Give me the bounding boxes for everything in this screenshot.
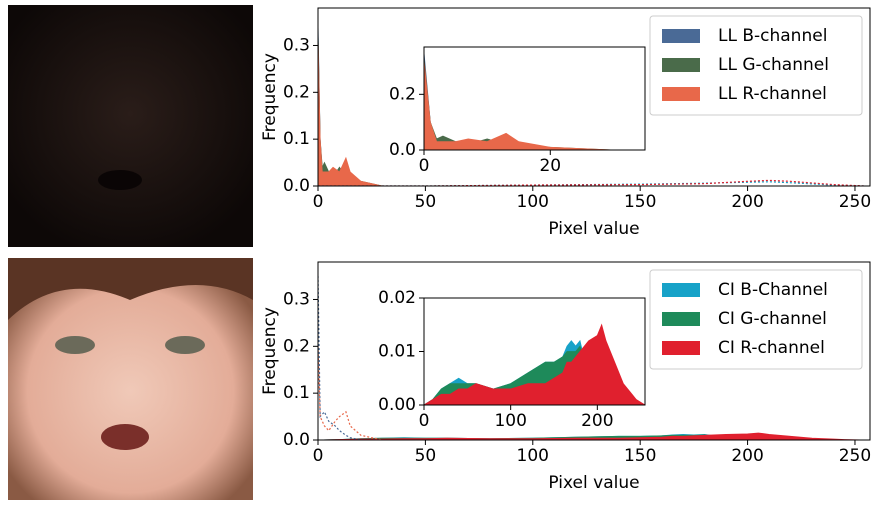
area: [424, 323, 645, 405]
x-tick-label: 250: [839, 192, 871, 212]
x-tick-label: 50: [415, 446, 437, 466]
x-tick-label: 0: [313, 192, 324, 212]
dotted-line: [318, 276, 383, 440]
legend-label: LL G-channel: [718, 55, 829, 75]
legend-swatch: [662, 341, 700, 355]
x-tick-label: 20: [539, 156, 561, 176]
x-tick-label: 50: [415, 192, 437, 212]
x-tick-label: 100: [517, 192, 549, 212]
y-tick-label: 0.3: [283, 289, 310, 309]
y-axis-label: Frequency: [260, 53, 280, 141]
legend-frame: [649, 15, 863, 116]
x-axis-label: Pixel value: [548, 219, 639, 239]
legend-swatch: [662, 29, 700, 43]
area: [318, 36, 866, 186]
legend-label: CI B-Channel: [718, 280, 828, 300]
legend-label: LL B-channel: [718, 26, 827, 46]
y-tick-label: 0.3: [283, 35, 310, 55]
legend-label: CI R-channel: [718, 338, 825, 358]
legend: LL B-channel LL G-channel LL R-channel: [649, 15, 863, 116]
x-tick-label: 200: [731, 192, 763, 212]
x-tick-label: 0: [419, 156, 430, 176]
y-tick-label: 0.1: [283, 383, 310, 403]
y-tick-label: 0.0: [283, 430, 310, 450]
y-tick-label: 0.0: [283, 176, 310, 196]
y-tick-label: 0.01: [378, 342, 416, 362]
legend-label: LL R-channel: [718, 84, 827, 104]
legend-swatch: [662, 87, 700, 101]
legend: CI B-Channel CI G-channel CI R-channel: [649, 269, 863, 370]
chart: 0 100 200 0.00 0.01 0.02: [378, 288, 646, 431]
photo-low-light: [8, 5, 253, 247]
y-axis-label: Frequency: [260, 307, 280, 395]
x-tick-label: 250: [839, 446, 871, 466]
x-tick-label: 150: [624, 192, 656, 212]
x-tick-label: 200: [581, 411, 613, 431]
plot-frame: [317, 7, 871, 187]
x-axis-label: Pixel value: [548, 473, 639, 493]
x-tick-label: 100: [494, 411, 526, 431]
plot-background: [424, 47, 645, 150]
plot-area: [424, 323, 645, 405]
y-tick-label: 0.02: [378, 288, 416, 308]
y-tick-label: 0.2: [283, 336, 310, 356]
chart: 0 20 0.0 0.2: [389, 46, 646, 176]
legend-swatch: [662, 58, 700, 72]
legend-swatch: [662, 283, 700, 297]
y-tick-label: 0.1: [283, 129, 310, 149]
x-tick-label: 0: [419, 411, 430, 431]
photo-enhanced: [8, 258, 253, 500]
plot-area: [318, 276, 866, 440]
x-tick-label: 100: [517, 446, 549, 466]
x-tick-label: 200: [731, 446, 763, 466]
legend-label: CI G-channel: [718, 309, 827, 329]
chart: 0 50 100 150 200 250 0.0 0.1 0.2 0.3 Pixel value Fr…: [260, 261, 871, 493]
x-tick-label: 0: [313, 446, 324, 466]
legend-swatch: [662, 312, 700, 326]
plot-frame: [423, 46, 646, 151]
y-tick-label: 0.2: [389, 84, 416, 104]
y-tick-label: 0.2: [283, 82, 310, 102]
plot-frame: [317, 261, 871, 441]
dotted-line: [318, 346, 383, 440]
legend-frame: [649, 269, 863, 370]
area: [318, 432, 866, 440]
y-tick-label: 0.00: [378, 395, 416, 415]
y-tick-label: 0.0: [389, 140, 416, 160]
x-tick-label: 150: [624, 446, 656, 466]
